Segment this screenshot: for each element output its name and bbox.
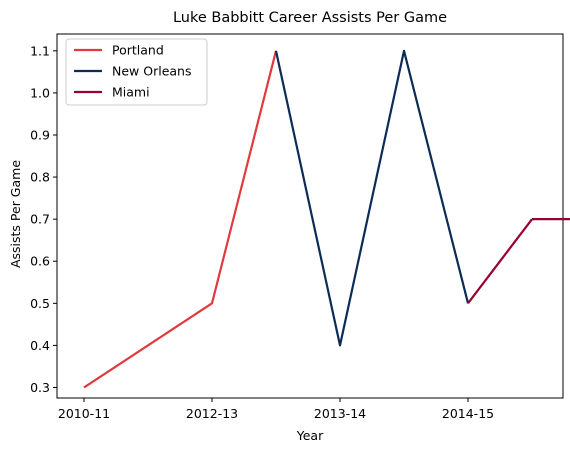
x-tick-label: 2014-15 — [442, 406, 494, 421]
legend-entry-label: Miami — [112, 85, 150, 100]
x-tick-label: 2013-14 — [314, 406, 366, 421]
legend: Portland New Orleans Miami — [65, 38, 208, 106]
axes-frame — [56, 33, 564, 399]
y-tick-label: 0.4 — [30, 338, 50, 353]
legend-entry-label: New Orleans — [112, 64, 191, 79]
y-tick-label: 0.5 — [30, 296, 50, 311]
series-line-new-orleans — [274, 49, 470, 347]
y-tick-label: 0.8 — [30, 170, 50, 185]
y-tick-label: 0.6 — [30, 254, 50, 269]
legend-entry-label: Portland — [112, 43, 164, 58]
chart-title: Luke Babbitt Career Assists Per Game — [173, 10, 447, 26]
series-line-portland — [83, 50, 278, 389]
x-axis-label: Year — [296, 428, 324, 443]
y-tick-label: 1.1 — [30, 43, 50, 58]
y-tick-label: 0.7 — [30, 212, 50, 227]
y-tick-label: 0.3 — [30, 380, 50, 395]
x-tick-label: 2012-13 — [186, 406, 238, 421]
y-axis-ticks: 0.3 0.4 0.5 0.6 0.7 0.8 0.9 1.0 1.1 — [30, 43, 57, 395]
y-tick-label: 1.0 — [30, 85, 50, 100]
y-axis-label: Assists Per Game — [8, 160, 23, 268]
y-tick-label: 0.9 — [30, 127, 50, 142]
x-tick-label: 2010-11 — [58, 406, 110, 421]
legend-box — [65, 38, 208, 106]
series-line-miami — [467, 218, 533, 304]
plot-area: 0.3 0.4 0.5 0.6 0.7 0.8 0.9 1.0 1.1 2010-11 2012-… — [30, 33, 570, 421]
series-lines — [83, 49, 570, 389]
